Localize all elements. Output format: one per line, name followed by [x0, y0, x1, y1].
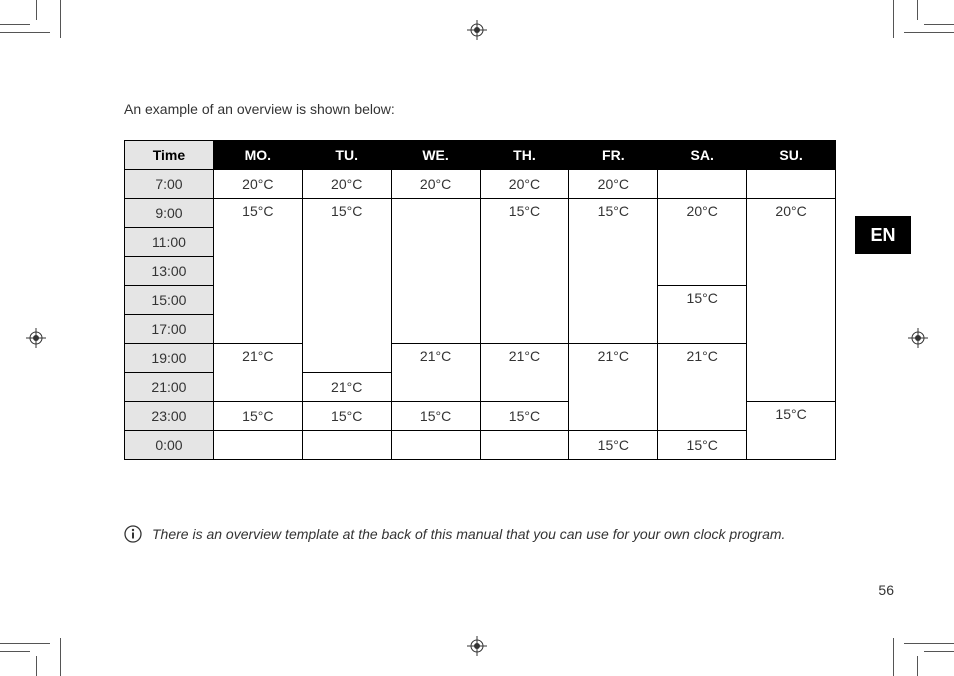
crop-mark: [904, 32, 954, 33]
time-cell: 23:00: [125, 402, 214, 431]
temp-cell: 15°C: [213, 199, 302, 344]
table-row: 9:00 15°C 15°C 15°C 15°C 20°C 20°C: [125, 199, 836, 228]
crop-mark: [0, 24, 30, 25]
col-header-sa: SA.: [658, 141, 747, 170]
temp-cell: 15°C: [213, 402, 302, 431]
col-header-we: WE.: [391, 141, 480, 170]
intro-text: An example of an overview is shown below…: [124, 101, 395, 117]
language-tab: EN: [855, 216, 911, 254]
crop-mark: [893, 0, 894, 38]
temp-cell: [213, 431, 302, 460]
table-row: 0:00 15°C 15°C: [125, 431, 836, 460]
registration-mark-icon: [467, 636, 487, 656]
col-header-time: Time: [125, 141, 214, 170]
temp-cell: 15°C: [569, 431, 658, 460]
temp-cell: 20°C: [391, 170, 480, 199]
temp-cell: 21°C: [658, 344, 747, 431]
temp-cell: 21°C: [480, 344, 569, 402]
temp-cell: [391, 431, 480, 460]
crop-mark: [924, 651, 954, 652]
registration-mark-icon: [467, 20, 487, 40]
temp-cell: 21°C: [213, 344, 302, 402]
temp-cell: [480, 431, 569, 460]
info-icon: [124, 525, 142, 543]
col-header-th: TH.: [480, 141, 569, 170]
crop-mark: [60, 638, 61, 676]
temp-cell: 15°C: [658, 286, 747, 344]
schedule-table: Time MO. TU. WE. TH. FR. SA. SU. 7:00 20…: [124, 140, 836, 460]
table-row: 19:00 21°C 21°C 21°C 21°C 21°C: [125, 344, 836, 373]
page: An example of an overview is shown below…: [0, 0, 954, 676]
temp-cell: 15°C: [302, 199, 391, 373]
temp-cell: [391, 199, 480, 344]
time-cell: 0:00: [125, 431, 214, 460]
crop-mark: [893, 638, 894, 676]
table-row: 7:00 20°C 20°C 20°C 20°C 20°C: [125, 170, 836, 199]
info-note: There is an overview template at the bac…: [124, 525, 836, 544]
time-cell: 7:00: [125, 170, 214, 199]
temp-cell: 20°C: [480, 170, 569, 199]
registration-mark-icon: [26, 328, 46, 348]
crop-mark: [36, 0, 37, 20]
temp-cell: [747, 170, 836, 199]
temp-cell: 20°C: [569, 170, 658, 199]
registration-mark-icon: [908, 328, 928, 348]
crop-mark: [917, 656, 918, 676]
crop-mark: [0, 643, 50, 644]
crop-mark: [36, 656, 37, 676]
time-cell: 19:00: [125, 344, 214, 373]
temp-cell: 21°C: [391, 344, 480, 402]
col-header-fr: FR.: [569, 141, 658, 170]
col-header-su: SU.: [747, 141, 836, 170]
crop-mark: [917, 0, 918, 20]
temp-cell: 20°C: [302, 170, 391, 199]
crop-mark: [0, 32, 50, 33]
temp-cell: 15°C: [569, 199, 658, 344]
temp-cell: 15°C: [302, 402, 391, 431]
temp-cell: 15°C: [658, 431, 747, 460]
temp-cell: [302, 431, 391, 460]
col-header-mo: MO.: [213, 141, 302, 170]
crop-mark: [0, 651, 30, 652]
temp-cell: 15°C: [747, 402, 836, 460]
time-cell: 21:00: [125, 373, 214, 402]
crop-mark: [924, 24, 954, 25]
temp-cell: 20°C: [658, 199, 747, 286]
table-header-row: Time MO. TU. WE. TH. FR. SA. SU.: [125, 141, 836, 170]
page-number: 56: [878, 582, 894, 598]
temp-cell: 21°C: [302, 373, 391, 402]
time-cell: 11:00: [125, 228, 214, 257]
temp-cell: 15°C: [480, 402, 569, 431]
temp-cell: 15°C: [480, 199, 569, 344]
crop-mark: [60, 0, 61, 38]
info-note-text: There is an overview template at the bac…: [152, 525, 785, 544]
time-cell: 17:00: [125, 315, 214, 344]
col-header-tu: TU.: [302, 141, 391, 170]
time-cell: 15:00: [125, 286, 214, 315]
temp-cell: [658, 170, 747, 199]
temp-cell: 15°C: [391, 402, 480, 431]
time-cell: 13:00: [125, 257, 214, 286]
temp-cell: 21°C: [569, 344, 658, 431]
crop-mark: [904, 643, 954, 644]
time-cell: 9:00: [125, 199, 214, 228]
temp-cell: 20°C: [213, 170, 302, 199]
temp-cell: 20°C: [747, 199, 836, 402]
